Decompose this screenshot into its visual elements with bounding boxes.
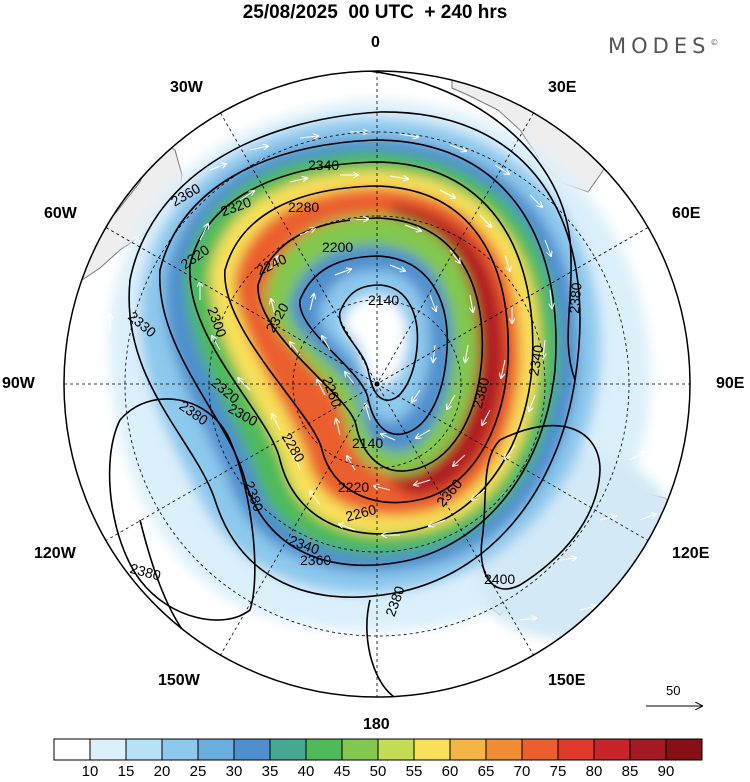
chart-title: 25/08/2025 00 UTC + 240 hrs xyxy=(242,2,508,23)
contour-label: 2140 xyxy=(352,435,383,451)
colorbar-swatch xyxy=(161,738,199,761)
contour-label: 2200 xyxy=(322,239,353,255)
colorbar-swatch xyxy=(665,738,703,761)
colorbar-tick-label: 15 xyxy=(117,763,135,780)
colorbar-swatch xyxy=(521,738,559,761)
lon-label-90w: 90W xyxy=(2,375,35,392)
contour-label: 2400 xyxy=(484,571,515,587)
colorbar-tick-label: 90 xyxy=(657,763,675,780)
contour-label: 2140 xyxy=(368,292,399,308)
madagascar-land xyxy=(637,181,653,211)
lon-label-30e: 30E xyxy=(548,79,577,96)
lon-label-60e: 60E xyxy=(672,205,701,222)
contour-label: 2220 xyxy=(338,479,369,495)
colorbar-tick-label: 80 xyxy=(585,763,603,780)
colorbar-swatch xyxy=(485,738,523,761)
colorbar-swatch xyxy=(269,738,307,761)
map-disc xyxy=(64,71,690,697)
colorbar-tick-label: 55 xyxy=(405,763,423,780)
wind-vectors xyxy=(110,132,656,641)
colorbar-swatch xyxy=(233,738,271,761)
colorbar-swatch xyxy=(53,738,91,761)
colorbar-tick-label: 50 xyxy=(369,763,387,780)
contour-label: 2380 xyxy=(128,560,162,584)
lon-label-150w: 150W xyxy=(158,672,200,689)
colorbar-swatch xyxy=(341,738,379,761)
reference-vector-label: 50 xyxy=(666,683,681,698)
contour-label: 2260 xyxy=(344,501,378,525)
colorbar-swatch xyxy=(413,738,451,761)
map-boundary xyxy=(63,70,691,698)
colorbar-swatch xyxy=(629,738,667,761)
core-10 xyxy=(344,296,407,385)
south-pole-marker xyxy=(374,381,380,387)
height-contours xyxy=(108,71,601,697)
colorbar xyxy=(53,738,703,761)
colorbar-tick-label: 25 xyxy=(189,763,207,780)
colorbar-tick-label: 75 xyxy=(549,763,567,780)
colorbar-swatch xyxy=(197,738,235,761)
lon-label-150e: 150E xyxy=(548,672,586,689)
lon-label-120e: 120E xyxy=(672,545,710,562)
lon-label-30w: 30W xyxy=(170,79,203,96)
colorbar-tick-label: 45 xyxy=(333,763,351,780)
colorbar-tick-label: 40 xyxy=(297,763,315,780)
colorbar-tick-label: 60 xyxy=(441,763,459,780)
colorbar-tick-label: 35 xyxy=(261,763,279,780)
contour-label: 2380 xyxy=(566,282,585,315)
lon-label-60w: 60W xyxy=(44,205,77,222)
colorbar-swatch xyxy=(125,738,163,761)
contour-label: 2360 xyxy=(300,552,331,568)
contour-label: 2340 xyxy=(308,157,339,173)
colorbar-swatch xyxy=(557,738,595,761)
brand-name: MODES xyxy=(608,34,711,58)
colorbar-tick-label: 85 xyxy=(621,763,639,780)
colorbar-swatch xyxy=(449,738,487,761)
colorbar-tick-label: 70 xyxy=(513,763,531,780)
modes-logo: MODES© xyxy=(608,34,718,58)
colorbar-tick-label: 20 xyxy=(153,763,171,780)
colorbar-swatch xyxy=(593,738,631,761)
contour-label: 2280 xyxy=(288,199,319,215)
lon-label-180: 180 xyxy=(363,716,390,733)
colorbar-swatch xyxy=(305,738,343,761)
colorbar-tick-label: 65 xyxy=(477,763,495,780)
colorbar-swatch xyxy=(377,738,415,761)
colorbar-tick-label: 30 xyxy=(225,763,243,780)
contour-label: 2380 xyxy=(469,376,493,410)
copyright-mark: © xyxy=(710,38,719,47)
colorbar-tick-label: 10 xyxy=(81,763,99,780)
lon-label-0: 0 xyxy=(371,34,380,51)
contour-label: 2340 xyxy=(525,343,546,377)
lon-label-90e: 90E xyxy=(716,375,745,392)
lon-label-120w: 120W xyxy=(34,545,76,562)
colorbar-swatch xyxy=(89,738,127,761)
